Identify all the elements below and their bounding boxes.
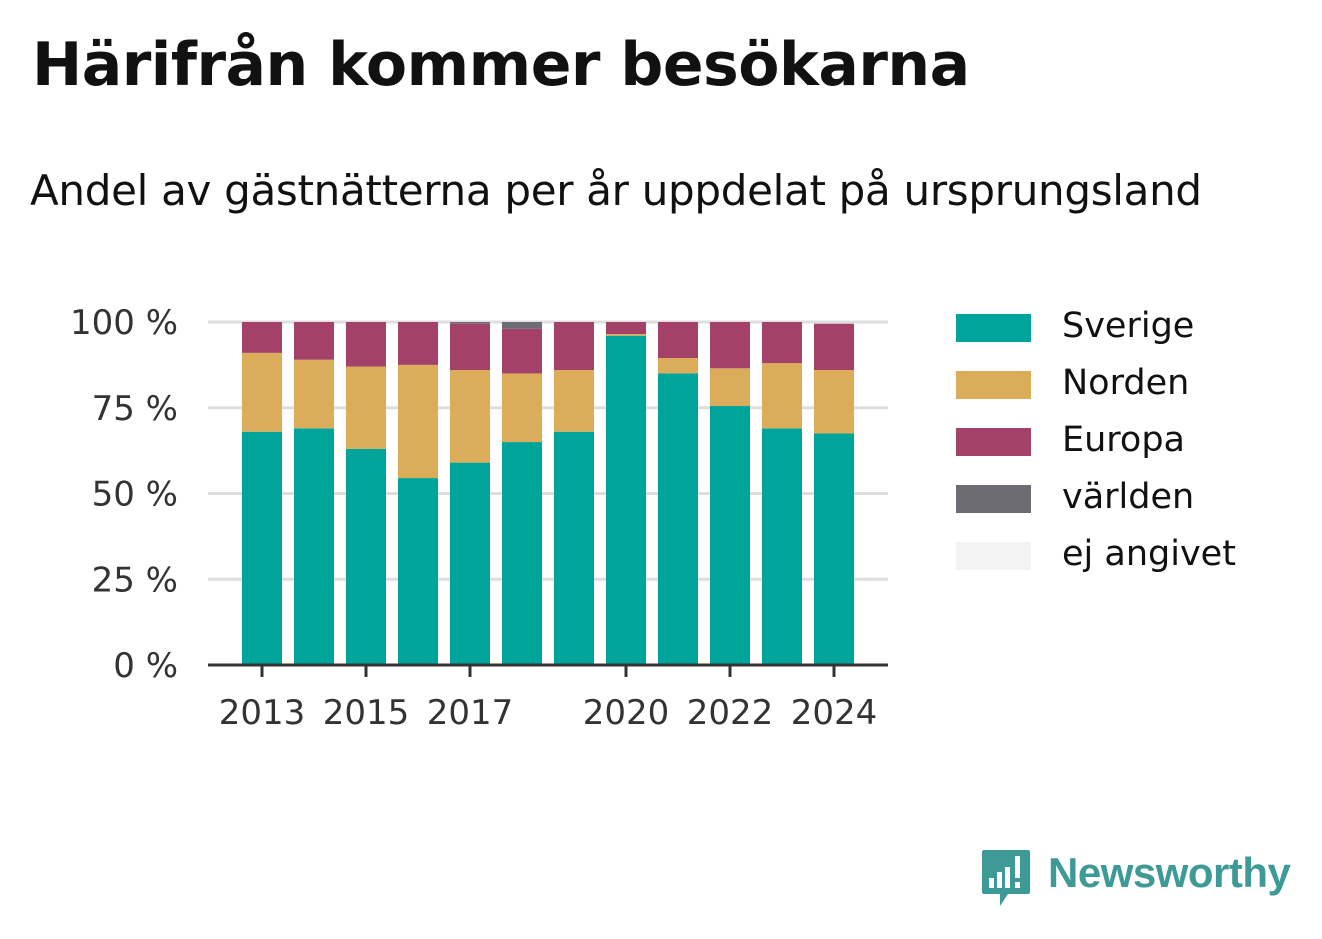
- bar-segment-Europa-2014: [294, 322, 334, 360]
- legend-label: ej angivet: [1062, 534, 1236, 574]
- bar-segment-Sverige-2017: [450, 462, 490, 665]
- y-tick-label: 100 %: [70, 303, 178, 343]
- x-tick-label: 2015: [323, 693, 410, 733]
- bar-segment-Norden-2019: [554, 370, 594, 432]
- bar-segment-världen-2018: [502, 322, 542, 329]
- bar-segment-Norden-2018: [502, 373, 542, 443]
- bar-segment-Norden-2022: [710, 368, 750, 407]
- legend-swatch: [956, 371, 1031, 399]
- bar-segment-Europa-2020: [606, 322, 646, 335]
- bar-segment-Sverige-2022: [710, 406, 750, 665]
- legend-label: Europa: [1062, 420, 1185, 460]
- y-tick-label: 50 %: [92, 475, 178, 515]
- bar-segment-Norden-2013: [242, 352, 282, 432]
- bar-segment-Sverige-2020: [606, 335, 646, 665]
- legend-swatch: [956, 542, 1031, 570]
- bar-segment-Norden-2021: [658, 358, 698, 374]
- bar-segment-Sverige-2018: [502, 442, 542, 665]
- bar-segment-Norden-2016: [398, 364, 438, 479]
- bar-segment-Sverige-2019: [554, 431, 594, 665]
- x-tick-label: 2024: [791, 693, 878, 733]
- bar-segment-Europa-2013: [242, 322, 282, 353]
- bar-segment-Sverige-2014: [294, 428, 334, 665]
- x-tick-label: 2013: [219, 693, 306, 733]
- legend-swatch: [956, 485, 1031, 513]
- bar-segment-Sverige-2023: [762, 428, 802, 665]
- bar-segment-Europa-2023: [762, 322, 802, 364]
- bar-segment-Norden-2023: [762, 363, 802, 429]
- newsworthy-icon: [982, 850, 1030, 906]
- bar-segment-Sverige-2016: [398, 478, 438, 665]
- x-tick-label: 2020: [583, 693, 670, 733]
- y-tick-label: 25 %: [92, 560, 178, 600]
- bar-segment-Europa-2024: [814, 323, 854, 371]
- bar-segment-Norden-2024: [814, 370, 854, 434]
- legend-swatch: [956, 428, 1031, 456]
- bar-segment-Sverige-2015: [346, 448, 386, 665]
- legend-label: världen: [1062, 477, 1195, 517]
- y-tick-label: 75 %: [92, 389, 178, 429]
- bar-segment-Europa-2016: [398, 322, 438, 365]
- bar-segment-Europa-2022: [710, 322, 750, 369]
- bar-segment-Sverige-2013: [242, 431, 282, 665]
- bar-segment-Norden-2020: [606, 334, 646, 336]
- bar-segment-Europa-2018: [502, 328, 542, 374]
- legend-label: Sverige: [1062, 306, 1195, 346]
- x-tick-label: 2022: [687, 693, 774, 733]
- bar-segment-Sverige-2024: [814, 433, 854, 665]
- bar-segment-Norden-2017: [450, 370, 490, 463]
- bar-segment-Norden-2014: [294, 359, 334, 429]
- bar-segment-Europa-2017: [450, 323, 490, 371]
- y-tick-label: 0 %: [113, 646, 178, 686]
- brand-name: Newsworthy: [1048, 849, 1291, 896]
- bar-segment-Europa-2019: [554, 322, 594, 371]
- legend-label: Norden: [1062, 363, 1190, 403]
- bar-segment-Sverige-2021: [658, 373, 698, 665]
- bar-segment-Europa-2021: [658, 322, 698, 359]
- chart-title: Härifrån kommer besökarna: [32, 30, 970, 100]
- chart-subtitle: Andel av gästnätterna per år uppdelat på…: [30, 166, 1202, 215]
- bar-segment-Norden-2015: [346, 366, 386, 449]
- x-tick-label: 2017: [427, 693, 514, 733]
- legend-swatch: [956, 314, 1031, 342]
- bar-segment-Europa-2015: [346, 322, 386, 367]
- bar-segment-världen-2017: [450, 322, 490, 324]
